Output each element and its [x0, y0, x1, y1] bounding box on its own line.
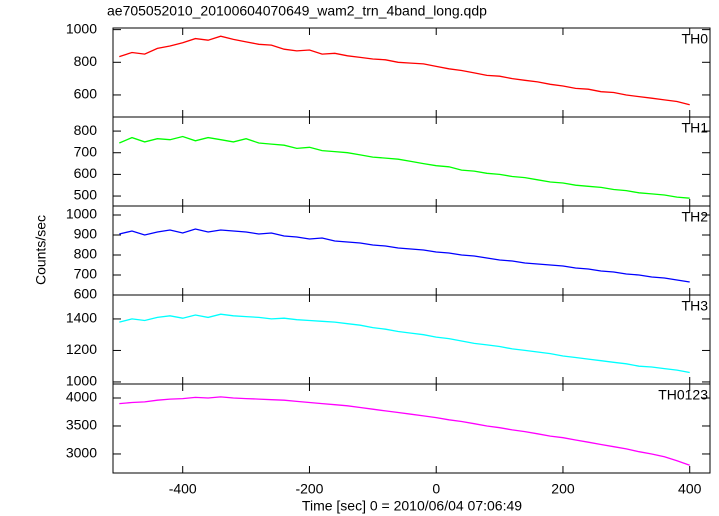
- y-tick-label: 600: [74, 165, 98, 181]
- y-tick-label: 1000: [66, 206, 97, 222]
- series-line: [119, 35, 690, 106]
- x-tick-label: 400: [678, 481, 702, 497]
- panel-frame: [112, 383, 711, 474]
- panel-frame: [112, 27, 711, 118]
- panel-label: TH3: [682, 298, 709, 314]
- y-tick-label: 800: [74, 246, 98, 262]
- x-tick-label: 0: [432, 481, 440, 497]
- panel-label: TH0: [682, 31, 709, 47]
- panel-frame: [112, 294, 711, 385]
- y-tick-label: 3500: [66, 417, 97, 433]
- y-tick-label: 700: [74, 143, 98, 159]
- y-tick-label: 1000: [66, 373, 97, 389]
- series-line: [119, 396, 690, 466]
- series-line: [119, 228, 690, 283]
- x-tick-label: 200: [551, 481, 575, 497]
- series-line: [119, 313, 690, 374]
- y-tick-label: 4000: [66, 389, 97, 405]
- panel-label: TH2: [682, 209, 709, 225]
- y-tick-label: 600: [74, 86, 98, 102]
- y-tick-label: 3000: [66, 445, 97, 461]
- y-tick-label: 600: [74, 286, 98, 302]
- panel-frame: [112, 205, 711, 296]
- panel-label: TH1: [682, 120, 709, 136]
- y-tick-label: 700: [74, 266, 98, 282]
- y-tick-label: 800: [74, 122, 98, 138]
- x-tick-label: -400: [169, 481, 197, 497]
- y-tick-label: 900: [74, 226, 98, 242]
- y-tick-label: 1000: [66, 20, 97, 36]
- x-axis-label: Time [sec] 0 = 2010/06/04 07:06:49: [302, 498, 522, 514]
- y-tick-label: 1200: [66, 341, 97, 357]
- y-tick-label: 800: [74, 53, 98, 69]
- panel-label: TH0123: [658, 387, 708, 403]
- y-tick-label: 1400: [66, 310, 97, 326]
- x-tick-label: -200: [295, 481, 323, 497]
- y-tick-label: 500: [74, 187, 98, 203]
- y-axis-label: Counts/sec: [33, 215, 49, 285]
- chart-title: ae705052010_20100604070649_wam2_trn_4ban…: [107, 3, 487, 19]
- series-line: [119, 135, 690, 199]
